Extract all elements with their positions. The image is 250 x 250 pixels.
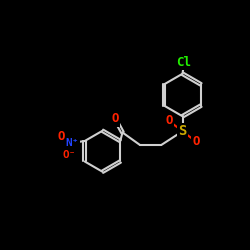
Text: O: O: [57, 130, 65, 143]
Text: O: O: [165, 114, 172, 127]
Text: Cl: Cl: [176, 56, 191, 69]
Text: S: S: [178, 124, 187, 138]
Text: O: O: [192, 135, 200, 148]
Text: O: O: [111, 112, 119, 125]
Text: O⁻: O⁻: [63, 150, 76, 160]
Text: N⁺: N⁺: [66, 138, 79, 148]
